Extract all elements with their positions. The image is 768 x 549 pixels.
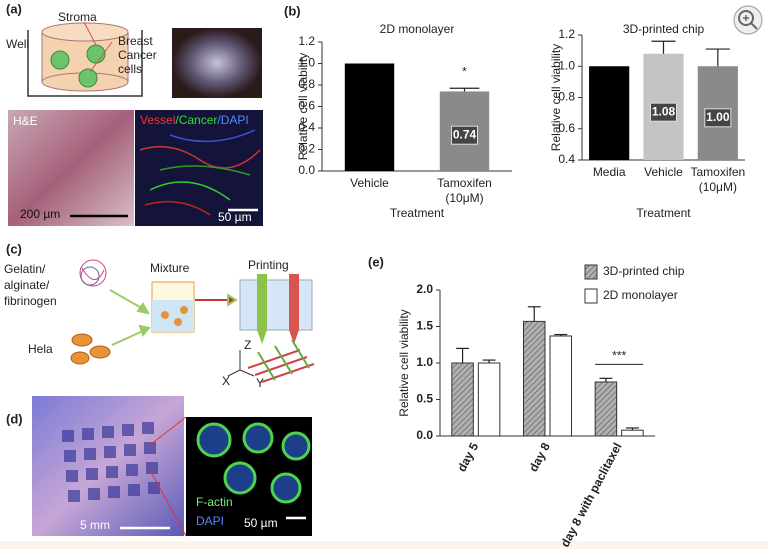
y-tick-label: 2.0 — [416, 282, 433, 296]
y-tick-label: 1.2 — [298, 34, 315, 48]
photo-chip — [172, 28, 262, 98]
y-tick-label: 1.5 — [416, 319, 433, 333]
bar — [621, 429, 644, 437]
fluorescence-texture — [139, 129, 261, 216]
x-tick-label: Tamoxifen (10μM) — [437, 176, 492, 205]
y-tick-label: 0.4 — [558, 152, 575, 166]
x-axis-label: Treatment — [390, 206, 445, 220]
y-tick-label: 0.8 — [558, 90, 575, 104]
y-tick-label: 0.0 — [298, 163, 315, 177]
y-tick-label: 1.2 — [558, 27, 575, 41]
label-cells: Hela — [28, 342, 53, 356]
y-tick-label: 1.0 — [298, 56, 315, 70]
axis-x: X — [222, 374, 230, 388]
panel-label: (c) — [6, 241, 22, 256]
label-materials: alginate/ — [4, 278, 50, 292]
printer — [227, 274, 315, 383]
value-label-box — [650, 102, 677, 122]
axis-y: Y — [256, 376, 264, 390]
y-axis-label: Relative cell viability — [296, 53, 310, 160]
chart-title: 3D-printed chip — [623, 22, 705, 36]
label-well: Well — [6, 37, 29, 51]
significance: *** — [612, 349, 626, 363]
panel-label: (e) — [368, 254, 384, 269]
label-stain: H&E — [13, 114, 38, 128]
y-tick-label: 1.0 — [558, 58, 575, 72]
legend-swatch — [584, 264, 598, 280]
label-materials: fibrinogen — [4, 294, 57, 308]
label-cells: Cancer — [118, 48, 157, 62]
label-cells: cells — [118, 62, 142, 76]
value-label-box — [704, 108, 732, 128]
panel-label: (b) — [284, 3, 301, 18]
scale-label: 200 µm — [20, 207, 60, 221]
y-tick-label: 0.4 — [298, 120, 315, 134]
y-tick-label: 0.0 — [416, 428, 433, 442]
label-materials: Gelatin/ — [4, 262, 46, 276]
bar — [523, 320, 546, 437]
material-icon — [79, 259, 107, 287]
bar — [589, 66, 630, 160]
x-tick-label: Vehicle — [644, 165, 683, 179]
x-tick-label: Media — [593, 165, 626, 179]
significance: * — [462, 64, 467, 78]
panel-label: (a) — [6, 1, 22, 16]
cell-icons — [70, 333, 111, 365]
label-cells: Breast — [118, 34, 153, 48]
arrows — [109, 289, 238, 346]
photo-fluorescence — [135, 110, 263, 226]
scale-label: 50 µm — [218, 210, 252, 224]
stain-dapi: /DAPI — [217, 113, 248, 127]
scaffold-grid — [62, 422, 160, 502]
stain-cancer: /Cancer — [175, 113, 217, 127]
label-stroma: Stroma — [58, 10, 97, 24]
stain-legend: Vessel/Cancer/DAPI — [140, 113, 249, 127]
label-mixture: Mixture — [150, 261, 190, 275]
well-diagram — [27, 21, 143, 97]
y-axis-label: Relative cell viability — [549, 44, 563, 151]
label-dapi: DAPI — [196, 514, 224, 528]
x-tick-label: Tamoxifen (10μM) — [690, 165, 745, 194]
bar — [549, 335, 572, 437]
value-label: 0.74 — [453, 127, 477, 141]
bar — [477, 362, 501, 437]
y-tick-label: 0.6 — [558, 121, 575, 135]
stain-vessel: Vessel — [140, 113, 175, 127]
y-tick-label: 0.8 — [298, 77, 315, 91]
legend-swatch — [584, 288, 598, 304]
legend-label: 3D-printed chip — [603, 264, 685, 278]
bar — [344, 63, 395, 171]
label-actin: F-actin — [196, 495, 233, 509]
panel-label: (d) — [6, 411, 23, 426]
value-label-box — [451, 125, 478, 145]
photo-he — [8, 110, 134, 226]
y-tick-label: 0.6 — [298, 99, 315, 113]
y-tick-label: 1.0 — [416, 355, 433, 369]
chart-title: 2D monolayer — [380, 22, 455, 36]
bar — [594, 381, 618, 437]
label-printing: Printing — [248, 258, 289, 272]
y-axis-label: Relative cell viability — [397, 309, 411, 416]
scale-label: 50 µm — [244, 516, 278, 530]
bar — [451, 362, 474, 437]
x-axis-label: Treatment — [636, 206, 691, 220]
y-tick-label: 0.2 — [298, 142, 315, 156]
beaker — [151, 281, 195, 333]
legend-label: 2D monolayer — [603, 288, 678, 302]
footer-strip — [0, 541, 768, 549]
x-tick-label: Vehicle — [350, 176, 389, 190]
y-tick-label: 0.5 — [416, 392, 433, 406]
zoom-lines — [149, 416, 187, 537]
value-label: 1.00 — [706, 110, 730, 124]
value-label: 1.08 — [652, 104, 676, 118]
axis-z: Z — [244, 338, 251, 352]
spheroids — [196, 422, 311, 504]
zoom-icon[interactable] — [733, 5, 763, 35]
scale-label: 5 mm — [80, 518, 110, 532]
